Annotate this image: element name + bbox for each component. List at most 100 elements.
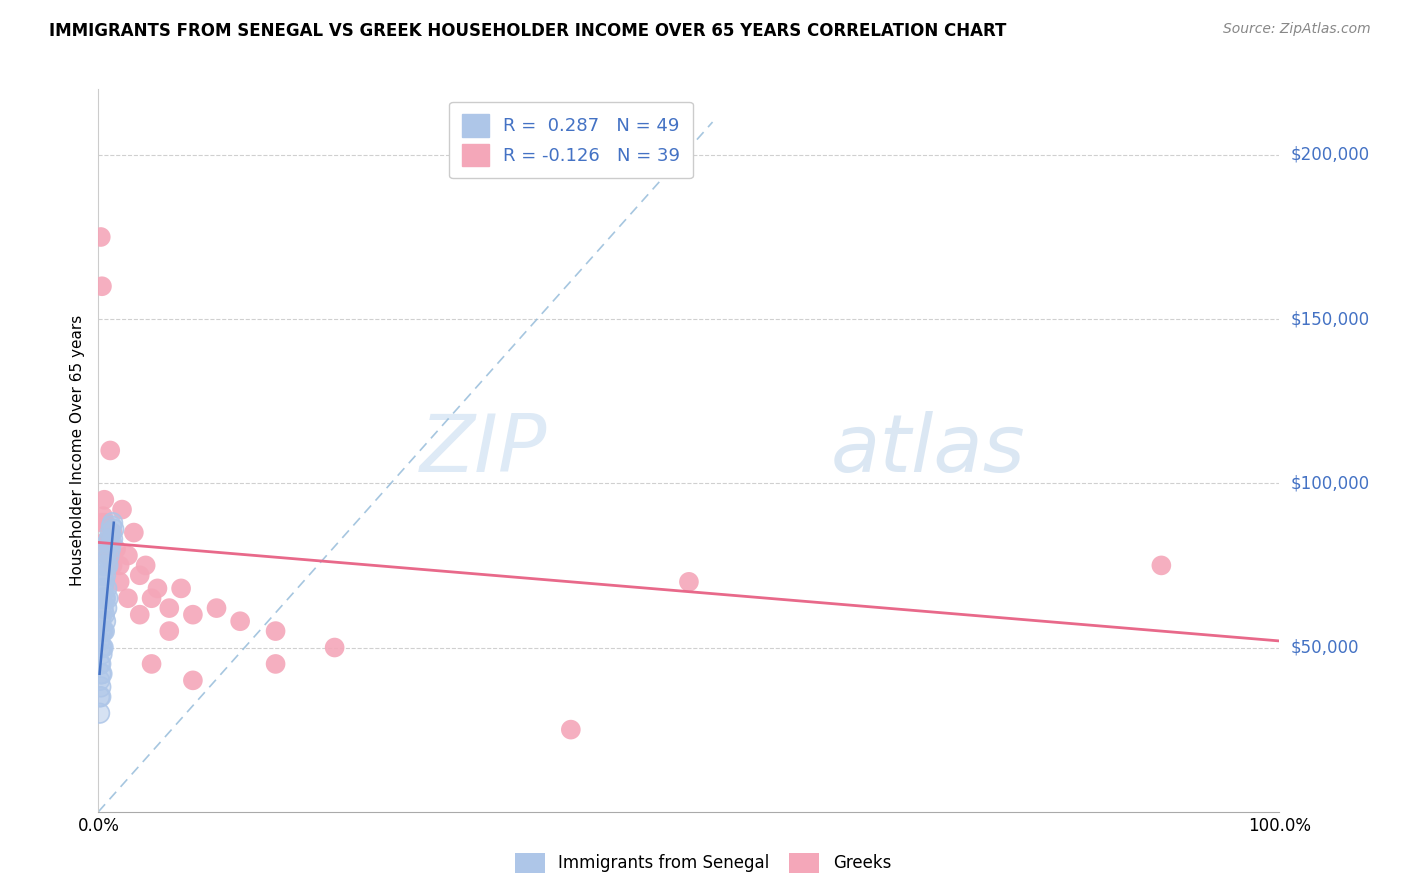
Point xyxy=(91,601,114,615)
Point xyxy=(90,690,112,704)
Point xyxy=(97,535,120,549)
Point xyxy=(91,640,114,655)
Point xyxy=(117,591,139,606)
Point xyxy=(146,582,169,596)
Point xyxy=(90,666,112,681)
Point xyxy=(157,601,180,615)
Point xyxy=(108,558,131,573)
Point xyxy=(91,624,114,639)
Point xyxy=(323,640,346,655)
Point xyxy=(98,549,121,563)
Point xyxy=(141,591,163,606)
Point xyxy=(90,680,112,694)
Point xyxy=(96,558,118,573)
Point xyxy=(91,601,114,615)
Point xyxy=(141,657,163,671)
Point xyxy=(90,230,112,244)
Point xyxy=(97,549,120,563)
Point xyxy=(98,541,121,556)
Point xyxy=(100,519,122,533)
Point xyxy=(91,647,114,661)
Point xyxy=(91,607,114,622)
Point xyxy=(89,657,111,671)
Point xyxy=(94,568,117,582)
Point xyxy=(89,690,111,704)
Point xyxy=(122,525,145,540)
Point xyxy=(93,574,115,589)
Point xyxy=(135,558,157,573)
Point xyxy=(103,522,125,536)
Point xyxy=(93,624,115,639)
Text: ZIP: ZIP xyxy=(420,411,547,490)
Point xyxy=(96,535,118,549)
Point xyxy=(89,706,111,721)
Point xyxy=(90,640,112,655)
Point xyxy=(91,624,114,639)
Text: IMMIGRANTS FROM SENEGAL VS GREEK HOUSEHOLDER INCOME OVER 65 YEARS CORRELATION CH: IMMIGRANTS FROM SENEGAL VS GREEK HOUSEHO… xyxy=(49,22,1007,40)
Point xyxy=(89,634,111,648)
Point xyxy=(97,591,120,606)
Point xyxy=(90,614,112,628)
Point xyxy=(111,502,134,516)
Point xyxy=(97,535,120,549)
Point xyxy=(98,532,121,546)
Point xyxy=(90,624,112,639)
Point xyxy=(101,516,124,530)
Point xyxy=(90,624,112,639)
Point xyxy=(91,574,114,589)
Point xyxy=(91,509,114,524)
Point xyxy=(264,624,287,639)
Point xyxy=(91,624,114,639)
Point xyxy=(89,673,111,688)
Text: Source: ZipAtlas.com: Source: ZipAtlas.com xyxy=(1223,22,1371,37)
Point xyxy=(108,574,131,589)
Point xyxy=(91,516,114,530)
Point xyxy=(103,522,125,536)
Point xyxy=(93,574,115,589)
Point xyxy=(678,574,700,589)
Point xyxy=(93,535,115,549)
Point xyxy=(94,591,117,606)
Point xyxy=(90,666,112,681)
Point xyxy=(89,690,111,704)
Legend: R =  0.287   N = 49, R = -0.126   N = 39: R = 0.287 N = 49, R = -0.126 N = 39 xyxy=(449,102,693,178)
Point xyxy=(91,607,114,622)
Point xyxy=(93,607,115,622)
Point xyxy=(89,657,111,671)
Point xyxy=(91,640,114,655)
Point xyxy=(96,601,118,615)
Point xyxy=(98,532,121,546)
Point xyxy=(91,640,114,655)
Point xyxy=(91,568,114,582)
Point xyxy=(91,582,114,596)
Point xyxy=(205,601,228,615)
Point xyxy=(98,541,121,556)
Point xyxy=(90,680,112,694)
Point xyxy=(97,549,120,563)
Point xyxy=(100,519,122,533)
Point xyxy=(101,525,124,540)
Point xyxy=(96,601,118,615)
Point xyxy=(117,549,139,563)
Point xyxy=(98,443,121,458)
Point xyxy=(128,607,150,622)
Point xyxy=(93,591,115,606)
Point xyxy=(97,558,120,573)
Point xyxy=(100,535,122,549)
Point xyxy=(94,549,117,563)
Y-axis label: Householder Income Over 65 years: Householder Income Over 65 years xyxy=(70,315,86,586)
Point xyxy=(94,568,117,582)
Point xyxy=(89,706,111,721)
Point xyxy=(98,525,121,540)
Text: atlas: atlas xyxy=(831,411,1025,490)
Text: $50,000: $50,000 xyxy=(1291,639,1360,657)
Point xyxy=(93,624,115,639)
Point xyxy=(97,558,120,573)
Point xyxy=(100,535,122,549)
Point xyxy=(91,624,114,639)
Text: $100,000: $100,000 xyxy=(1291,475,1369,492)
Point xyxy=(90,614,112,628)
Point xyxy=(91,666,114,681)
Point xyxy=(101,516,124,530)
Point xyxy=(93,591,115,606)
